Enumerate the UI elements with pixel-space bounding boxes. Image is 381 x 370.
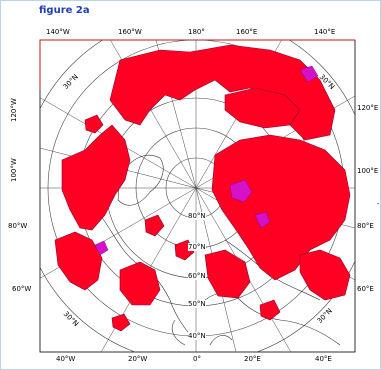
lon-label-left-2: 100°W [10,158,18,182]
figure-title: figure 2a [39,5,90,16]
lon-label-bottom-4: 20°E [244,355,261,363]
lon-label-left-1: 120°W [10,98,18,122]
lon-label-right-4: 60°E [357,285,374,293]
lon-label-top-2: 160°W [118,28,142,36]
peak-2 [299,65,319,83]
lat-label-50: 50°N [188,300,206,308]
peak-4 [94,240,109,256]
region-west-1 [61,124,131,231]
right-tick-mark: - [377,201,380,208]
lon-label-left-3: 80°W [8,222,28,230]
region-small-b [144,214,165,237]
lon-label-top-5: 140°E [314,28,336,36]
peak-3 [254,211,271,229]
lat-label-40: 40°N [188,332,206,340]
anomaly-regions [54,44,351,332]
peak-1 [229,179,253,203]
lon-label-left-4: 60°W [12,285,32,293]
lon-label-top-1: 140°W [46,28,70,36]
lon-label-bottom-5: 40°E [315,355,332,363]
region-small-e [111,313,131,332]
region-east-lower [299,249,351,301]
region-small-a [84,114,104,134]
lon-label-right-2: 100°E [357,167,379,175]
region-small-d [259,299,281,321]
lon-label-top-3: 180° [188,28,205,36]
lon-label-right-3: 80°E [357,222,374,230]
lon-label-bottom-3: 0° [193,355,201,363]
region-north-east-band [224,87,301,129]
lon-label-bottom-1: 40°W [56,355,76,363]
region-south-1 [119,261,161,306]
lon-label-bottom-2: 20°W [128,355,148,363]
lon-label-top-4: 160°E [236,28,258,36]
region-west-2 [54,231,103,291]
region-east-main [211,134,351,281]
lat-label-80: 80°N [188,212,206,220]
lat-label-60: 60°N [188,272,206,280]
lat-label-70: 70°N [188,243,206,251]
lon-label-right-1: 120°E [357,104,379,112]
peak-regions [94,65,319,256]
region-south-2 [204,249,251,299]
